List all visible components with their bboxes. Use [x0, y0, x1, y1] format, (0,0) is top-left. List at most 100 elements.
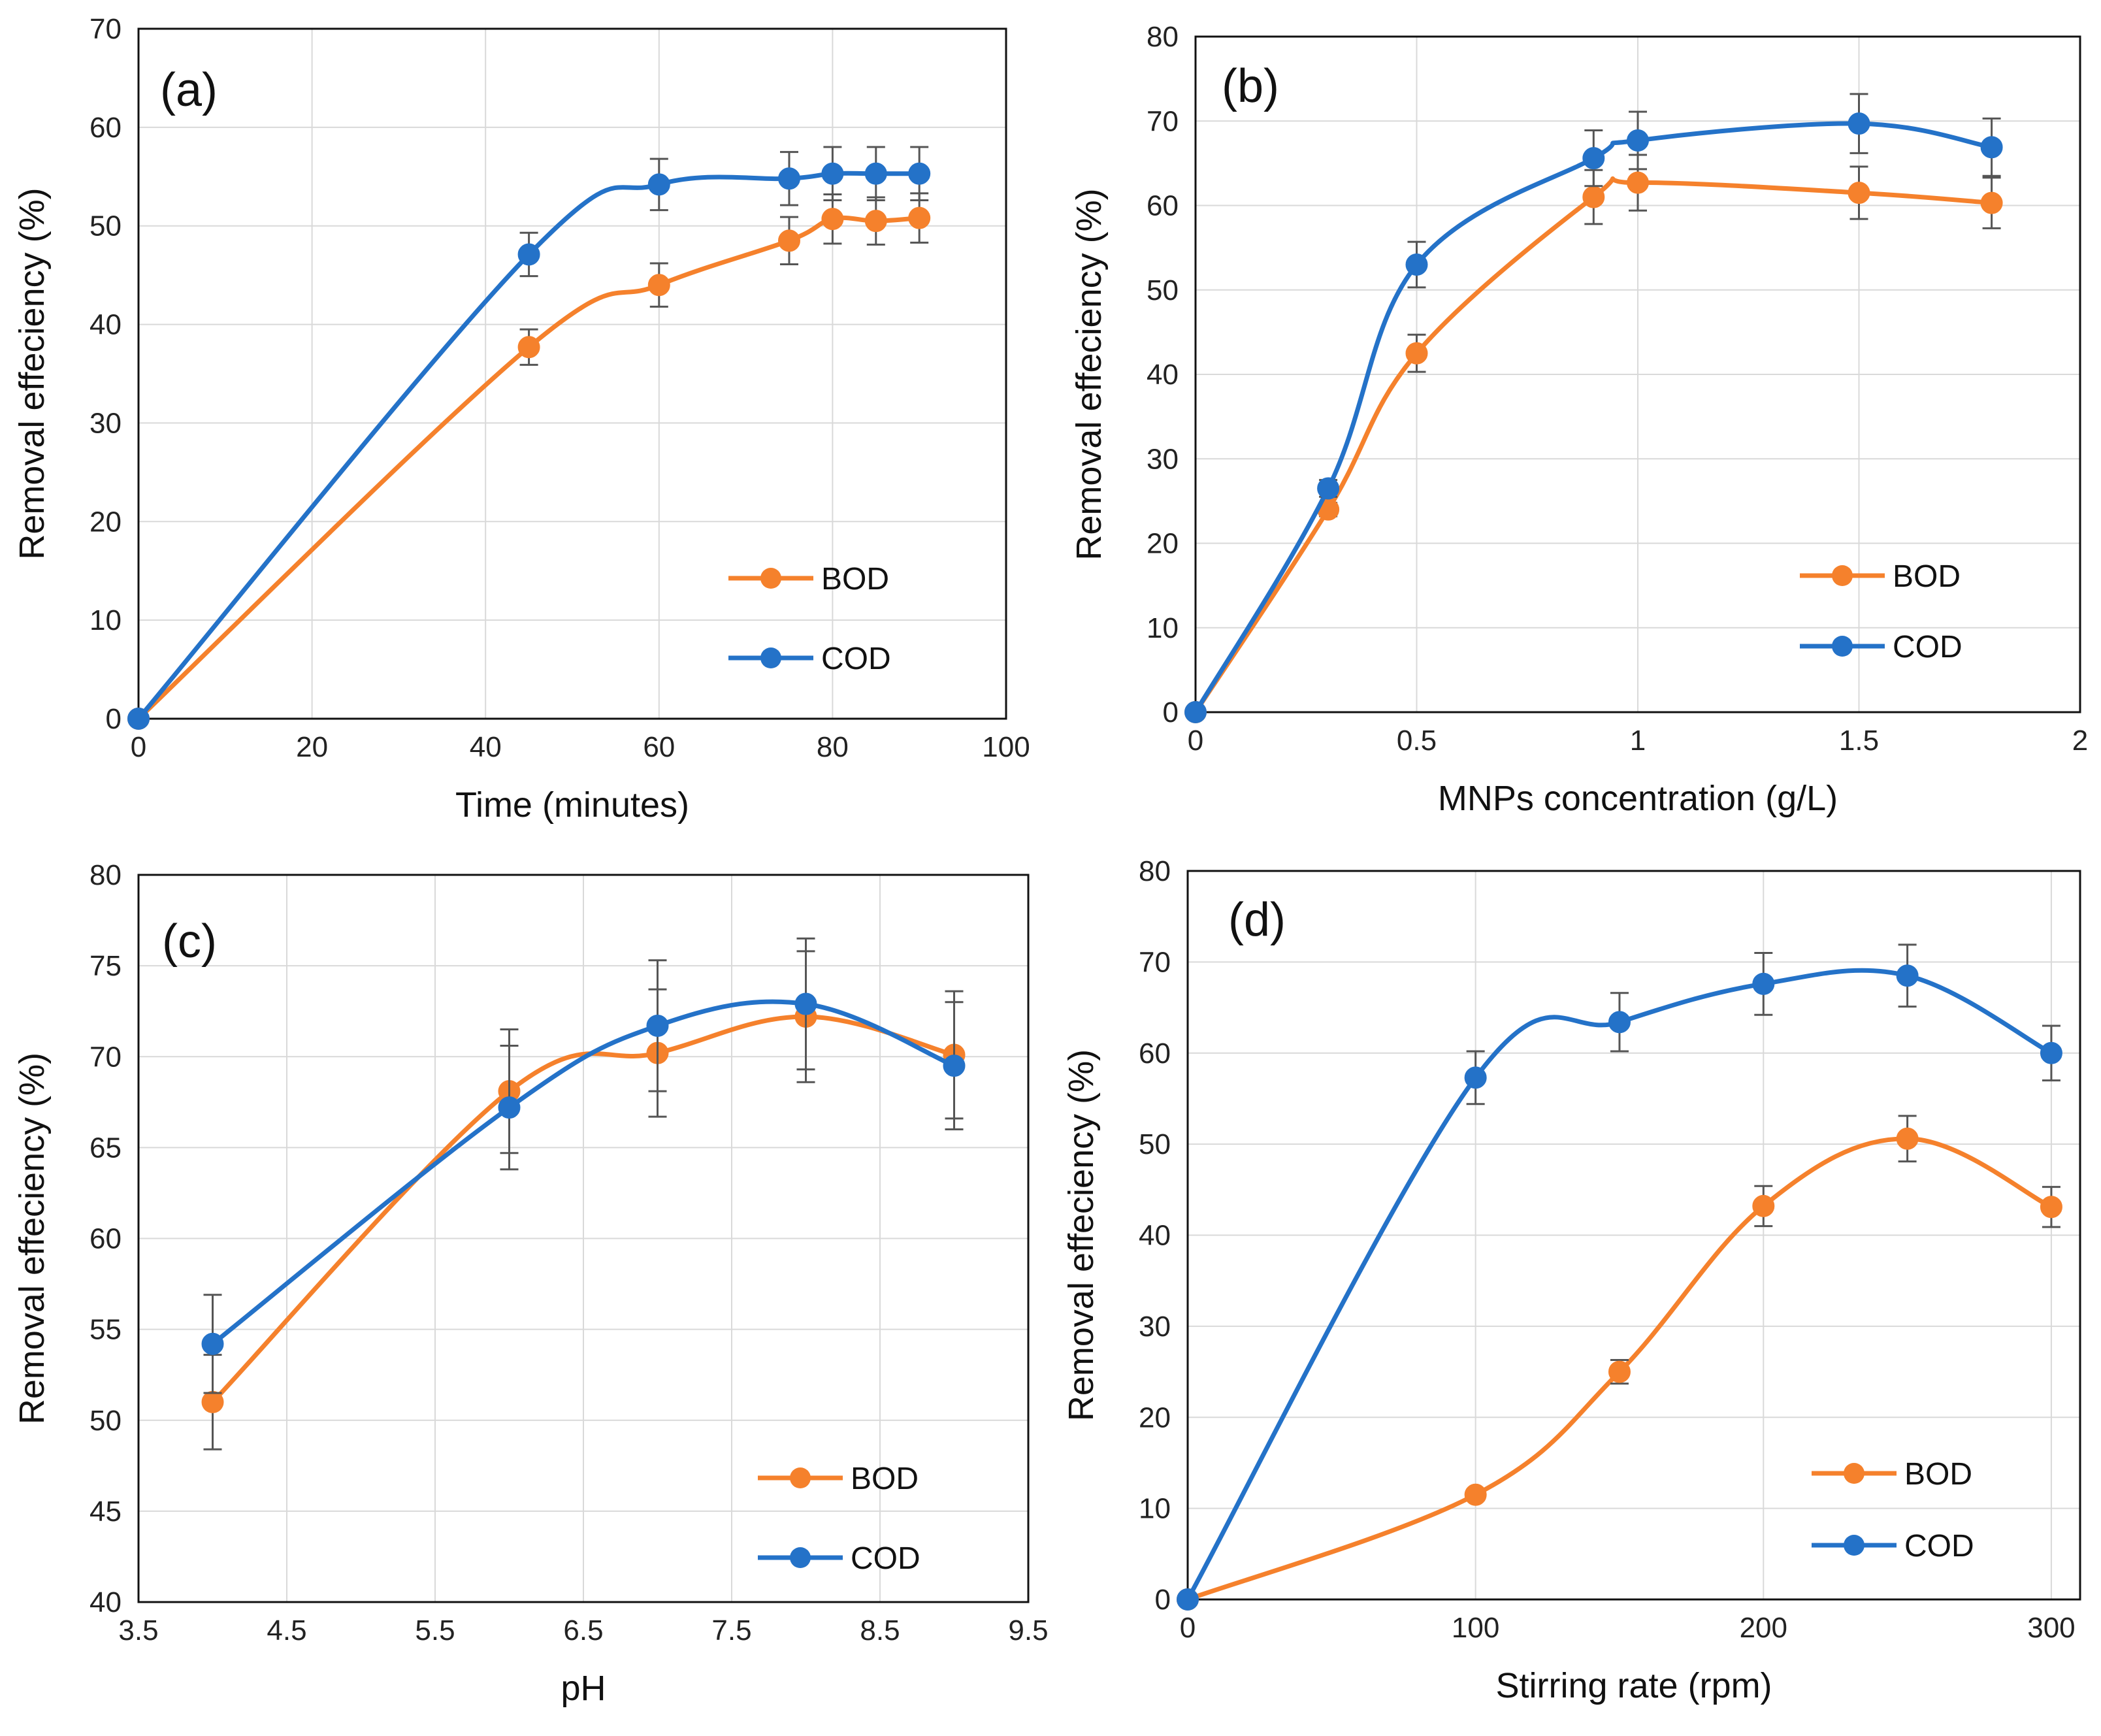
y-tick-label: 20: [90, 506, 122, 538]
data-point: [201, 1332, 224, 1355]
y-tick-label: 65: [90, 1132, 122, 1164]
y-tick-label: 20: [1139, 1401, 1171, 1433]
x-tick-label: 300: [2027, 1612, 2075, 1644]
data-point: [778, 229, 800, 252]
x-tick-label: 0: [1180, 1612, 1196, 1644]
legend-swatch-marker: [1844, 1535, 1865, 1556]
legend-label-bod: BOD: [1893, 559, 1961, 594]
x-tick-label: 80: [817, 731, 849, 763]
legend-swatch-marker: [760, 568, 781, 589]
y-tick-label: 75: [90, 950, 122, 982]
x-tick-label: 6.5: [563, 1614, 603, 1646]
legend-swatch-marker: [1832, 565, 1853, 586]
y-tick-label: 0: [1163, 696, 1179, 729]
data-point: [1582, 147, 1605, 170]
x-tick-label: 9.5: [1008, 1614, 1048, 1646]
x-tick-label: 3.5: [118, 1614, 158, 1646]
panel-label: (b): [1222, 60, 1279, 112]
chart-panel-d: 0 100 200 300 0 10 20 30 40 50 60 70 80 Stirring rate…: [1062, 855, 2081, 1705]
x-tick-label: 100: [1452, 1612, 1499, 1644]
data-point: [647, 173, 670, 196]
y-axis-title: Removal effeciency (%): [12, 188, 52, 559]
legend-label-bod: BOD: [821, 562, 889, 597]
data-point: [2040, 1041, 2062, 1064]
y-axis-title: Removal effeciency (%): [1062, 1049, 1101, 1421]
y-tick-label: 10: [1139, 1493, 1171, 1525]
series-cod: [127, 146, 931, 730]
data-point: [517, 336, 540, 359]
data-point: [1608, 1360, 1631, 1383]
data-point: [2040, 1196, 2062, 1219]
chart-panel-c: 3.5 4.5 5.5 6.5 7.5 8.5 9.5 40 45 50 55 60 65 70 75 80 p…: [12, 859, 1049, 1708]
legend: BOD COD: [758, 1462, 920, 1576]
data-point: [1464, 1483, 1487, 1506]
x-tick-label: 40: [470, 731, 502, 763]
legend: BOD COD: [1800, 559, 1963, 664]
y-tick-label: 30: [1139, 1311, 1171, 1343]
series-cod: [1177, 943, 2062, 1611]
y-tick-label: 40: [90, 1586, 122, 1618]
y-tick-label: 0: [106, 703, 122, 735]
panel-label: (d): [1228, 894, 1286, 946]
legend-label-cod: COD: [1904, 1529, 1974, 1564]
x-tick-label: 1.5: [1839, 725, 1879, 757]
y-tick-label: 20: [1147, 528, 1179, 560]
y-axis-title: Removal effeciency (%): [12, 1053, 52, 1424]
data-point: [1177, 1588, 1199, 1611]
x-tick-label: 4.5: [267, 1614, 306, 1646]
data-point: [1405, 253, 1428, 276]
data-point: [1464, 1066, 1487, 1089]
data-point: [1896, 1127, 1919, 1150]
legend-label-cod: COD: [821, 642, 891, 676]
y-tick-label: 0: [1155, 1584, 1171, 1616]
data-point: [1896, 964, 1919, 987]
y-tick-label: 60: [1147, 190, 1179, 222]
legend-label-bod: BOD: [851, 1462, 919, 1496]
x-tick-label: 0.5: [1397, 725, 1437, 757]
y-tick-label: 60: [90, 112, 122, 144]
data-point: [1848, 182, 1870, 205]
x-axis-title: pH: [561, 1669, 606, 1708]
data-point: [908, 162, 931, 185]
series-line: [210, 1014, 956, 1405]
series-cod: [1184, 93, 2003, 723]
y-tick-label: 30: [1147, 443, 1179, 475]
plot-frame: [1194, 35, 2081, 713]
legend-label-cod: COD: [851, 1541, 920, 1576]
x-axis-title: Time (minutes): [455, 785, 689, 825]
data-point: [646, 1014, 669, 1037]
y-tick-label: 50: [1139, 1128, 1171, 1160]
data-point: [821, 208, 844, 231]
y-tick-label: 60: [1139, 1038, 1171, 1070]
y-tick-label: 10: [90, 604, 122, 636]
data-point: [498, 1096, 521, 1119]
y-tick-label: 70: [1147, 105, 1179, 137]
x-tick-label: 5.5: [415, 1614, 455, 1646]
y-tick-label: 80: [1147, 21, 1179, 53]
data-point: [517, 243, 540, 266]
y-tick-label: 40: [1139, 1220, 1171, 1252]
y-tick-label: 45: [90, 1496, 122, 1528]
x-tick-label: 20: [296, 731, 328, 763]
plot-frame: [137, 874, 1030, 1603]
data-point: [1627, 171, 1649, 194]
data-point: [1582, 186, 1605, 208]
legend-swatch-marker: [1832, 636, 1853, 657]
x-tick-label: 8.5: [860, 1614, 900, 1646]
y-tick-label: 50: [90, 210, 122, 242]
y-tick-label: 60: [90, 1223, 122, 1255]
y-tick-label: 70: [90, 13, 122, 45]
data-point: [1627, 129, 1649, 152]
y-tick-label: 30: [90, 407, 122, 439]
data-point: [821, 162, 844, 185]
legend-label-bod: BOD: [1904, 1457, 1972, 1492]
series-line: [210, 999, 956, 1347]
x-tick-label: 60: [643, 731, 675, 763]
x-axis-title: MNPs concentration (g/L): [1438, 779, 1838, 818]
y-tick-label: 40: [90, 309, 122, 341]
plot-frame: [1186, 870, 2081, 1601]
y-tick-label: 80: [1139, 855, 1171, 887]
x-tick-label: 0: [1188, 725, 1203, 757]
data-point: [1405, 342, 1428, 365]
